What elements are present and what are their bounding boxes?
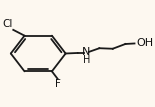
Text: F: F (55, 79, 61, 89)
Text: OH: OH (136, 38, 153, 48)
Text: Cl: Cl (2, 19, 13, 29)
Text: N: N (82, 47, 90, 57)
Text: H: H (83, 55, 90, 65)
